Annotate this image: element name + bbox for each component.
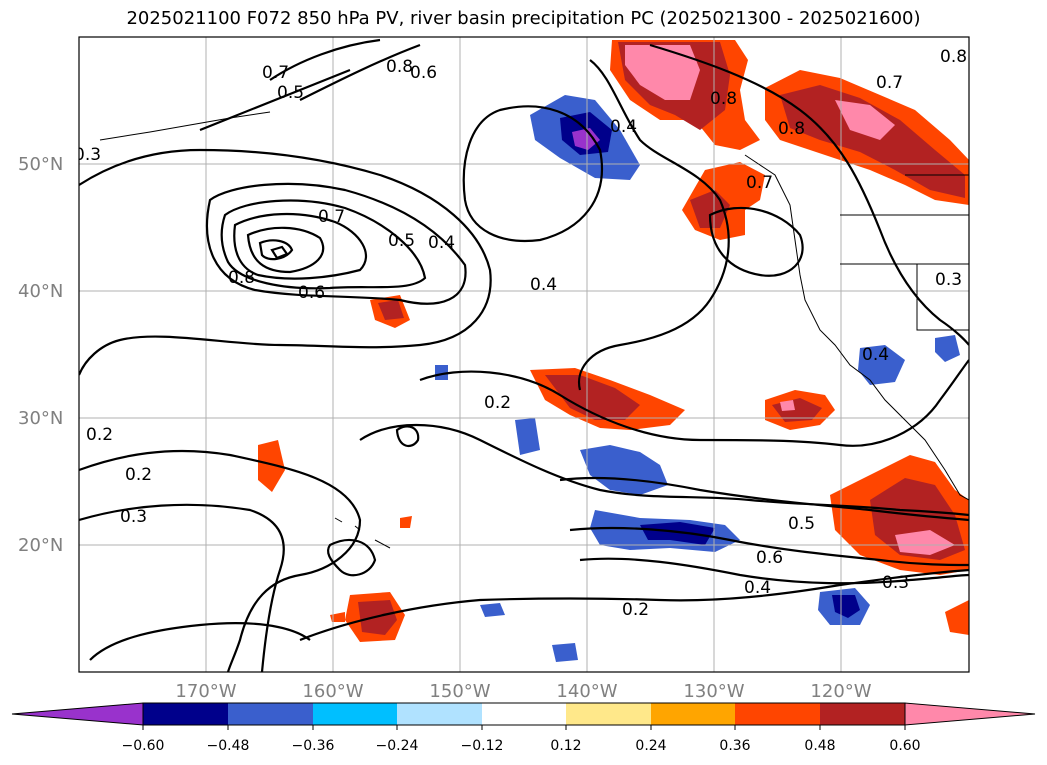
lon-label: 150°W [429,681,490,702]
lon-labels: 170°W 160°W 150°W 140°W 130°W 120°W [175,681,871,702]
contour-label: 0.7 [746,173,773,193]
contour-label: 0.8 [940,47,967,67]
colorbar-tick-label: 0.24 [635,738,666,754]
colorbar-tick-label: 0.48 [804,738,835,754]
map-frame [78,36,970,673]
chart-title: 2025021100 F072 850 hPa PV, river basin … [126,8,921,29]
contour-label: 0.3 [120,507,147,527]
colorbar-tick-label: 0.36 [719,738,750,754]
colorbar-tick-label: −0.24 [376,738,419,754]
colorbar-tick-label: −0.12 [461,738,504,754]
contour-label: 0.8 [386,57,413,77]
colorbar-segment [566,703,651,725]
colorbar-over-arrow [904,702,1036,726]
contour-label: 0.7 [318,207,345,227]
graticule [79,37,969,672]
contour-label: 0.6 [410,63,437,83]
colorbar-segment [820,703,905,725]
colorbar-tick-label: 0.60 [889,738,920,754]
colorbar-segment [735,703,820,725]
colorbar-tick-label: 0.12 [550,738,581,754]
colorbar-segment [228,703,313,725]
contour-label: 0.8 [778,119,805,139]
colorbar-segment [482,703,566,725]
colorbar-under-arrow [11,702,144,726]
contour-label: 0.3 [882,573,909,593]
contour-label: 0.7 [876,73,903,93]
lat-label: 20°N [18,535,63,556]
contour-label: 0.2 [622,600,649,620]
coastlines [99,111,969,549]
contour-label: 0.4 [862,345,889,365]
pv-contours [79,38,969,672]
map-plot-area: 0.7 0.5 0.8 0.6 0.7 0.5 0.4 0.8 0.6 0.4 … [74,37,969,672]
colorbar-segment [651,703,735,725]
lat-label: 30°N [18,408,63,429]
lon-label: 170°W [175,681,236,702]
lat-labels: 20°N 30°N 40°N 50°N [18,154,63,556]
contour-label: 0.4 [744,578,771,598]
contour-label: 0.6 [756,548,783,568]
contour-label: 0.8 [710,89,737,109]
contour-label: 0.5 [788,514,815,534]
contour-label: 0.4 [610,117,637,137]
lat-label: 40°N [18,281,63,302]
colorbar-tick-label: −0.48 [207,738,250,754]
lon-label: 160°W [302,681,363,702]
contour-label: 0.2 [484,393,511,413]
contour-label: 0.4 [530,275,557,295]
contour-label: 0.4 [428,233,455,253]
colorbar-segment [143,703,228,725]
lon-label: 120°W [810,681,871,702]
contour-label: 0.3 [74,145,101,165]
colorbar-tick-label: −0.60 [122,738,165,754]
colorbar-segment [313,703,397,725]
contour-label: 0.8 [228,268,255,288]
lon-label: 130°W [683,681,744,702]
contour-label: 0.3 [935,270,962,290]
lat-label: 50°N [18,154,63,175]
contour-label: 0.6 [298,283,325,303]
colorbar-tick-label: −0.36 [292,738,335,754]
colorbar-segment [397,703,482,725]
contour-label: 0.2 [125,465,152,485]
contour-label: 0.2 [86,425,113,445]
contour-label: 0.5 [277,83,304,103]
contour-labels: 0.7 0.5 0.8 0.6 0.7 0.5 0.4 0.8 0.6 0.4 … [74,47,967,620]
contour-label: 0.5 [388,231,415,251]
contour-label: 0.7 [262,63,289,83]
colorbar: −0.60 −0.48 −0.36 −0.24 −0.12 0.12 0.24 … [11,702,1036,754]
lon-label: 140°W [556,681,617,702]
